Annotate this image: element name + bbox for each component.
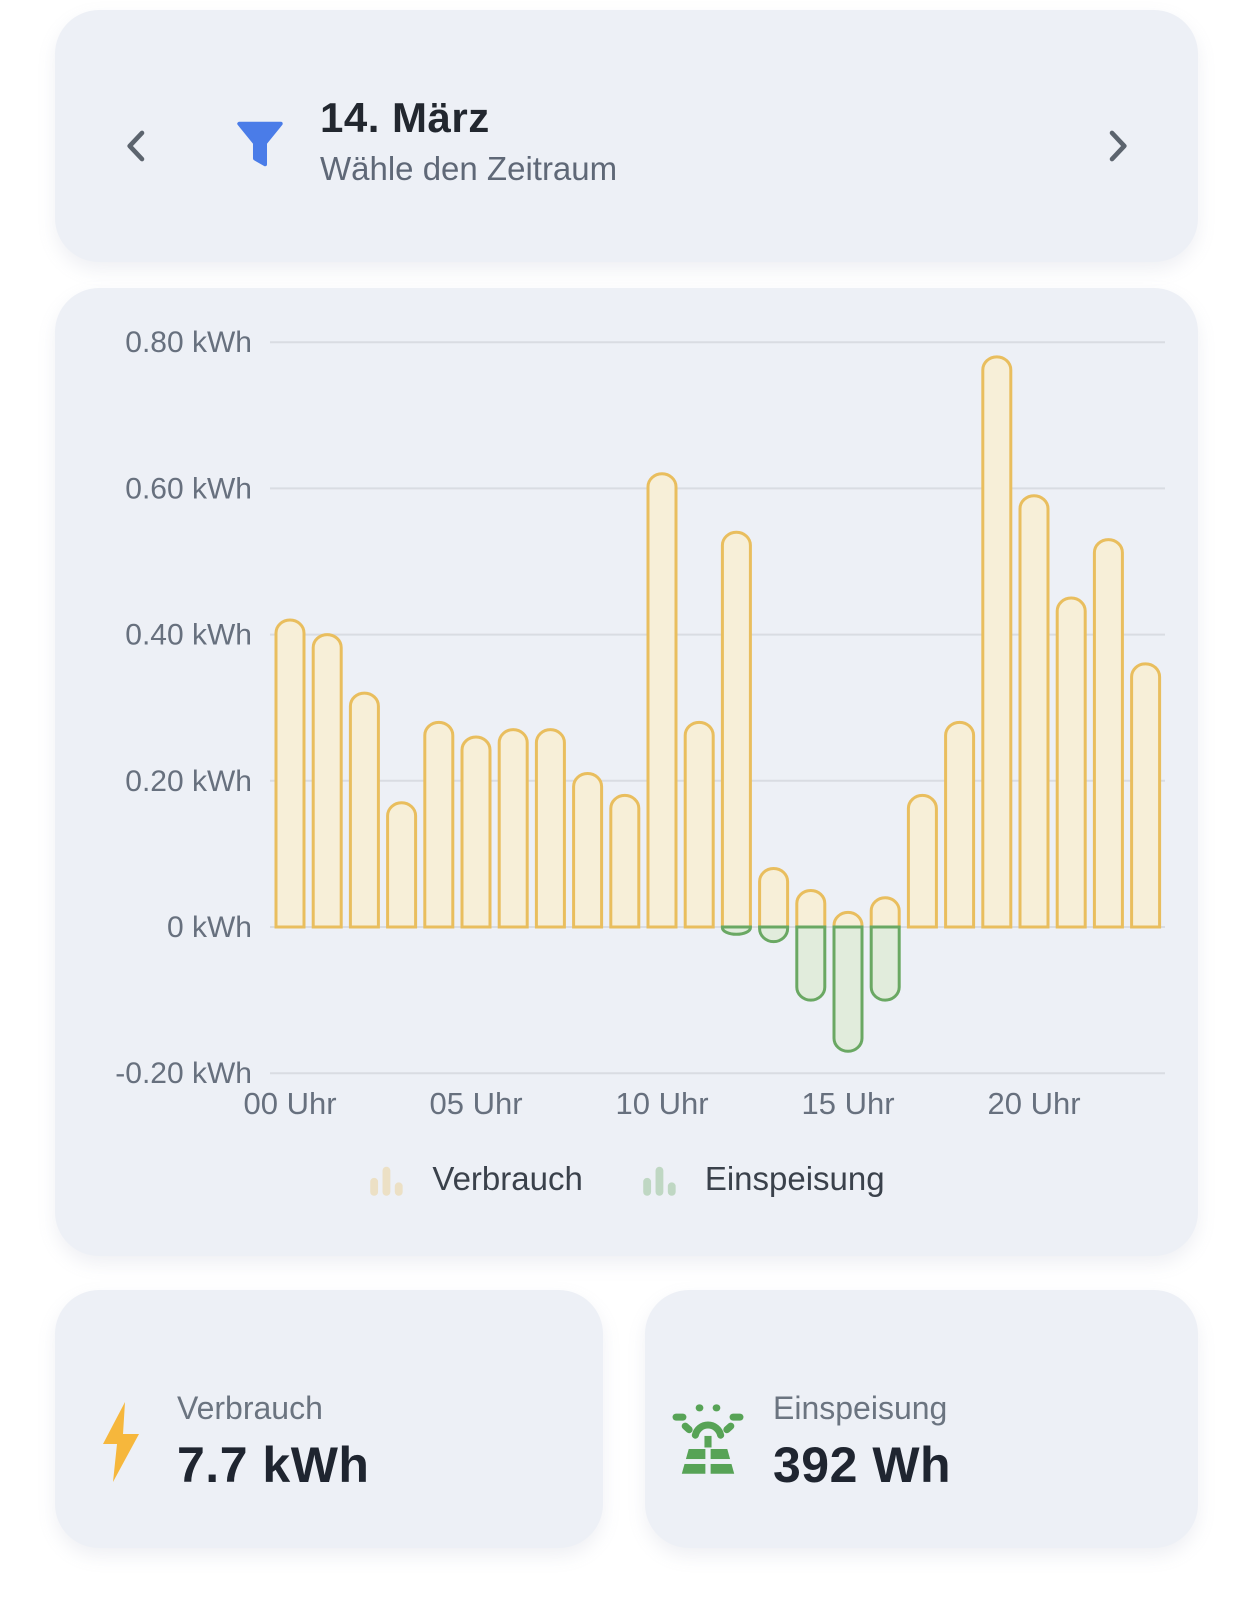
bar-einspeisung-hour-16[interactable] [869,925,901,1002]
y-axis-label: 0.60 kWh [125,472,252,505]
bar-einspeisung-hour-12[interactable] [720,925,752,936]
bar-verbrauch-hour-0[interactable] [274,618,306,929]
bar-verbrauch-hour-22[interactable] [1092,538,1124,929]
bar-verbrauch-hour-21[interactable] [1055,596,1087,929]
x-axis-label-5: 05 Uhr [429,1086,522,1121]
bar-verbrauch-hour-6[interactable] [497,728,529,929]
bar-verbrauch-hour-15[interactable] [832,910,864,929]
summary-label-verbrauch: Verbrauch [177,1390,323,1426]
bar-verbrauch-hour-7[interactable] [534,728,566,929]
bar-verbrauch-hour-10[interactable] [646,472,678,929]
bar-einspeisung-hour-13[interactable] [758,925,790,944]
summary-value-einspeisung: 392 Wh [773,1437,952,1493]
x-axis-label-20: 20 Uhr [987,1086,1080,1121]
previous-day-button[interactable] [105,114,169,178]
legend-item-einspeisung: Einspeisung [641,1160,885,1198]
date-selector-card: 14. März Wähle den Zeitraum [55,10,1198,262]
bar-verbrauch-hour-1[interactable] [311,633,343,929]
legend-label-verbrauch: Verbrauch [432,1160,583,1197]
y-axis-label: 0.80 kWh [125,326,252,359]
selected-date: 14. März [320,94,490,141]
summary-label-einspeisung: Einspeisung [773,1390,948,1426]
bar-verbrauch-hour-17[interactable] [906,793,938,929]
bar-verbrauch-hour-23[interactable] [1130,662,1162,929]
y-axis-label: 0 kWh [167,911,252,944]
bar-verbrauch-hour-11[interactable] [683,720,715,929]
bar-verbrauch-hour-8[interactable] [572,772,604,929]
x-axis-label-0: 00 Uhr [243,1086,336,1121]
bar-verbrauch-hour-9[interactable] [609,793,641,929]
bar-verbrauch-hour-18[interactable] [944,720,976,929]
bar-verbrauch-hour-5[interactable] [460,735,492,929]
filter-icon[interactable] [231,112,289,176]
bar-einspeisung-hour-14[interactable] [795,925,827,1002]
bar-verbrauch-hour-13[interactable] [758,867,790,929]
bar-einspeisung-hour-15[interactable] [832,925,864,1053]
verbrauch-bars-icon [370,1166,404,1196]
bar-verbrauch-hour-14[interactable] [795,889,827,929]
bar-verbrauch-hour-4[interactable] [423,720,455,929]
bar-verbrauch-hour-16[interactable] [869,896,901,929]
chevron-left-icon [127,130,145,162]
bar-verbrauch-hour-19[interactable] [981,355,1013,929]
lightning-icon [103,1402,139,1482]
bar-verbrauch-hour-2[interactable] [348,691,380,929]
chevron-right-icon [1109,130,1127,162]
legend-label-einspeisung: Einspeisung [704,1160,885,1197]
verbrauch-summary-card: Verbrauch 7.7 kWh [55,1290,603,1548]
y-axis-label: 0.40 kWh [125,619,252,652]
legend-item-verbrauch: Verbrauch [368,1160,583,1198]
einspeisung-bars-icon [643,1166,676,1196]
x-axis-label-10: 10 Uhr [615,1086,708,1121]
summary-value-verbrauch: 7.7 kWh [177,1437,370,1493]
bar-verbrauch-hour-12[interactable] [720,530,752,929]
x-axis-label-15: 15 Uhr [801,1086,894,1121]
next-day-button[interactable] [1085,114,1149,178]
date-range-hint: Wähle den Zeitraum [320,150,618,187]
solar-panel-icon [672,1404,744,1475]
funnel-icon [237,121,283,167]
chart-legend: Verbrauch Einspeisung [55,1160,1198,1198]
bar-chart: 0.80 kWh 0.60 kWh 0.40 kWh 0.20 kWh 0 kWh -0.… [115,326,1165,1121]
einspeisung-summary-card: Einspeisung 392 Wh [645,1290,1198,1548]
energy-chart-card: 0.80 kWh 0.60 kWh 0.40 kWh 0.20 kWh 0 kWh -0.… [55,288,1198,1256]
y-axis-label: -0.20 kWh [115,1057,252,1090]
bar-verbrauch-hour-3[interactable] [386,801,418,929]
y-axis-label: 0.20 kWh [125,765,252,798]
bar-verbrauch-hour-20[interactable] [1018,494,1050,929]
